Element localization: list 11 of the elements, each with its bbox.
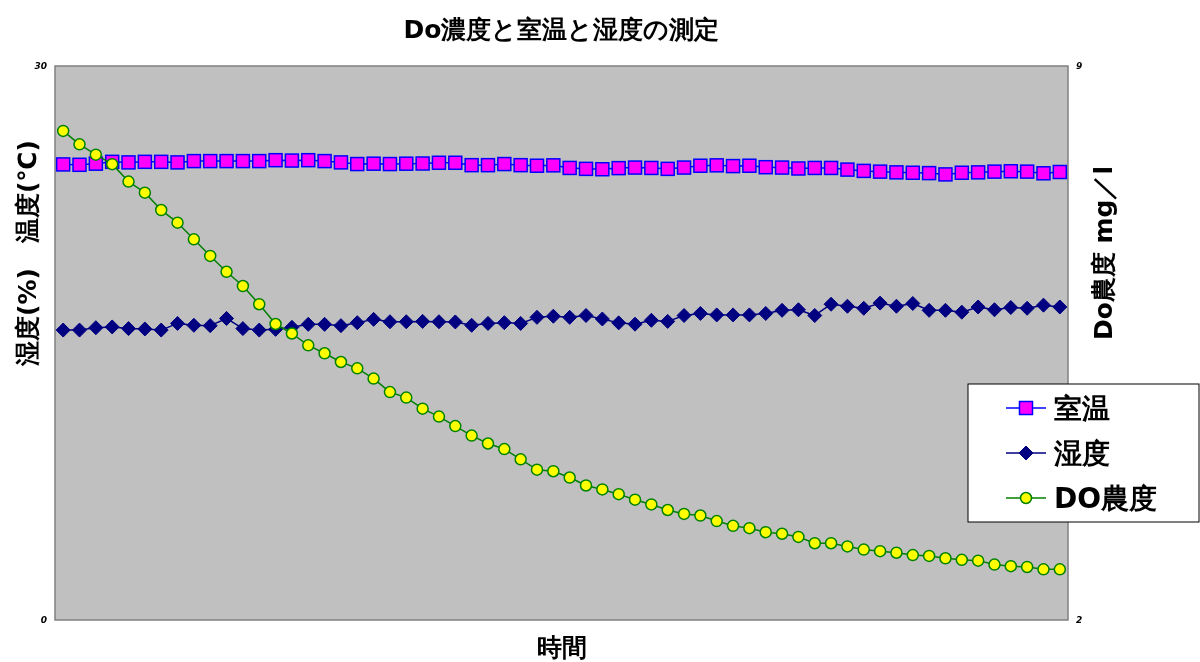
y-tick-label: 0 — [40, 615, 47, 625]
y-tick-label: 30 — [34, 61, 47, 71]
chart-title: Do濃度と室温と湿度の測定 — [403, 15, 720, 44]
legend-label: 湿度 — [1053, 437, 1110, 470]
y2-tick-label: 2 — [1076, 615, 1083, 625]
y-axis-title: 湿度(%) 温度(℃) — [13, 139, 42, 368]
y2-axis-title: Do農度 mg／l — [1089, 165, 1118, 341]
legend-label: DO農度 — [1054, 482, 1158, 515]
y2-tick-label: 9 — [1076, 61, 1083, 71]
x-axis-title: 時間 — [536, 633, 587, 662]
legend-label: 室温 — [1054, 392, 1110, 425]
